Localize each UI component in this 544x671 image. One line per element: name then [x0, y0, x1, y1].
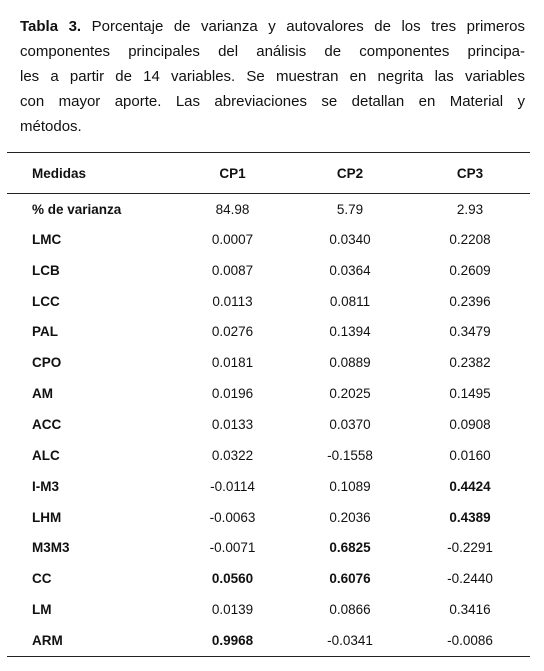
caption-line: componentes principales del análisis de …: [20, 39, 525, 64]
cell: 0.2396: [449, 293, 491, 309]
row-label: LMC: [32, 231, 62, 247]
row-label: LCB: [32, 262, 60, 278]
column-header: CP3: [410, 152, 530, 194]
row-label: PAL: [32, 324, 58, 340]
row-label: ACC: [32, 416, 62, 432]
cell: 0.0560: [211, 571, 254, 587]
row-label: CPO: [32, 355, 62, 371]
row-label: ALC: [32, 447, 60, 463]
cell: -0.1558: [327, 447, 373, 463]
caption-text: métodos.: [20, 118, 82, 135]
cell: 0.6825: [329, 540, 371, 556]
caption-text: Porcentaje de varianza y autovalores de …: [91, 18, 525, 35]
row-label: LHM: [32, 509, 62, 525]
table-row: ACC 0.0133 0.0370 0.0908: [7, 409, 530, 440]
table-row: CPO 0.0181 0.0889 0.2382: [7, 347, 530, 378]
cell: 0.0908: [449, 416, 491, 432]
cell: 0.2036: [329, 509, 371, 525]
cell: -0.0071: [209, 540, 256, 556]
row-label: ARM: [32, 632, 63, 648]
cell: 0.2382: [449, 355, 491, 371]
caption-line: métodos.: [20, 114, 525, 139]
cell: 0.0087: [211, 262, 254, 278]
caption: Tabla 3. Porcentaje de varianza y autova…: [20, 14, 525, 139]
caption-line: con mayor aporte. Las abreviaciones se d…: [20, 89, 525, 114]
cell: 0.1394: [329, 324, 371, 340]
table-row: AM 0.0196 0.2025 0.1495: [7, 378, 530, 409]
cell: 0.9968: [211, 632, 254, 648]
cell: 0.0322: [211, 447, 254, 463]
table-row: M3M3 -0.0071 0.6825 -0.2291: [7, 532, 530, 563]
caption-label: Tabla 3.: [20, 18, 82, 35]
row-label: % de varianza: [32, 201, 122, 217]
cell: 0.6076: [329, 571, 371, 587]
cell: 2.93: [456, 201, 484, 217]
row-label: CC: [32, 571, 52, 587]
caption-line: Tabla 3. Porcentaje de varianza y autova…: [20, 14, 525, 39]
cell: -0.2291: [447, 540, 493, 556]
cell: 0.0276: [211, 324, 254, 340]
cell: 0.0113: [212, 293, 253, 309]
table-row: I-M3 -0.0114 0.1089 0.4424: [7, 471, 530, 502]
cell: -0.0114: [210, 478, 255, 494]
caption-text: componentes principales del análisis de …: [20, 43, 525, 60]
cell: 0.3416: [449, 602, 491, 618]
cell: 0.2025: [329, 386, 371, 402]
row-label: LM: [32, 602, 52, 618]
cell: 0.1089: [329, 478, 371, 494]
cell: 0.0811: [329, 293, 371, 309]
cell: 0.4424: [449, 478, 491, 494]
cell: 0.0370: [329, 416, 371, 432]
cell: 0.0866: [329, 602, 371, 618]
table-row: LHM -0.0063 0.2036 0.4389: [7, 502, 530, 533]
row-label: M3M3: [32, 540, 70, 556]
cell: 0.0889: [329, 355, 371, 371]
column-header: Medidas: [7, 152, 175, 194]
cell: -0.0341: [327, 632, 373, 648]
header-row: Medidas CP1 CP2 CP3: [7, 152, 530, 194]
cell: 0.2609: [449, 262, 491, 278]
table-row: % de varianza 84.98 5.79 2.93: [7, 194, 530, 225]
cell: 0.3479: [449, 324, 491, 340]
cell: -0.0086: [447, 632, 493, 648]
cell: 0.0181: [211, 355, 254, 371]
cell: 5.79: [336, 201, 364, 217]
table-row: ALC 0.0322 -0.1558 0.0160: [7, 440, 530, 471]
cell: 0.0196: [211, 386, 254, 402]
row-label: LCC: [32, 293, 60, 309]
caption-text: con mayor aporte. Las abreviaciones se d…: [20, 93, 525, 110]
cell: 84.98: [215, 201, 250, 217]
cell: 0.0007: [211, 231, 254, 247]
column-header: CP2: [290, 152, 410, 194]
table-row: CC 0.0560 0.6076 -0.2440: [7, 563, 530, 594]
table-body: % de varianza 84.98 5.79 2.93 LMC 0.0007 0.034…: [7, 194, 530, 657]
table-row: ARM 0.9968 -0.0341 -0.0086: [7, 625, 530, 656]
table-row: LMC 0.0007 0.0340 0.2208: [7, 224, 530, 255]
column-header: CP1: [175, 152, 290, 194]
table: Medidas CP1 CP2 CP3 % de varianza 84.98 5.79 2…: [7, 152, 530, 657]
cell: 0.4389: [449, 509, 491, 525]
caption-line: les a partir de 14 variables. Se muestra…: [20, 64, 525, 89]
cell: 0.0340: [329, 231, 371, 247]
table-row: LCB 0.0087 0.0364 0.2609: [7, 255, 530, 286]
cell: -0.0063: [209, 509, 256, 525]
table-row: LM 0.0139 0.0866 0.3416: [7, 594, 530, 625]
table-row: PAL 0.0276 0.1394 0.3479: [7, 317, 530, 348]
cell: 0.0139: [211, 602, 254, 618]
cell: 0.0364: [329, 262, 371, 278]
caption-text: les a partir de 14 variables. Se muestra…: [20, 68, 525, 85]
cell: 0.1495: [449, 386, 491, 402]
table-row: LCC 0.0113 0.0811 0.2396: [7, 286, 530, 317]
cell: -0.2440: [447, 571, 493, 587]
cell: 0.0133: [211, 416, 254, 432]
row-label: AM: [32, 386, 53, 402]
cell: 0.0160: [449, 447, 491, 463]
cell: 0.2208: [449, 231, 491, 247]
row-label: I-M3: [32, 478, 59, 494]
